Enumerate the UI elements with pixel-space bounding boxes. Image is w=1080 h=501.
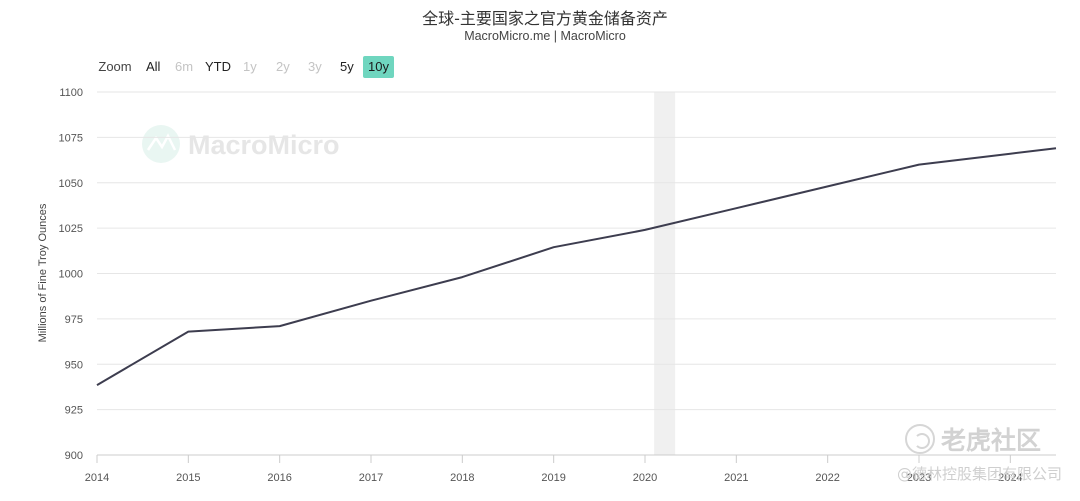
y-tick-label: 1025: [59, 223, 83, 235]
y-axis-label: Millions of Fine Troy Ounces: [37, 203, 49, 342]
range-button-1y[interactable]: 1y: [243, 59, 257, 74]
tiger-logo-icon: [905, 424, 935, 454]
y-tick-label: 1050: [59, 178, 83, 190]
tiger-community-watermark: 老虎社区: [905, 422, 1065, 456]
range-button-3y[interactable]: 3y: [308, 59, 322, 74]
macromicro-watermark-text: MacroMicro: [188, 130, 340, 160]
range-button-10y[interactable]: 10y: [363, 56, 394, 78]
chart-subtitle: MacroMicro.me | MacroMicro: [464, 29, 626, 43]
credit-watermark: @德林控股集团有限公司: [896, 465, 1062, 483]
x-tick-label: 2017: [359, 472, 383, 484]
x-tick-label: 2020: [633, 472, 657, 484]
x-tick-label: 2022: [815, 472, 839, 484]
series-line[interactable]: [96, 147, 1057, 386]
y-tick-label: 1100: [59, 87, 83, 99]
range-button-6m[interactable]: 6m: [175, 59, 194, 74]
y-tick-label: 925: [65, 405, 83, 417]
range-button-ytd[interactable]: YTD: [205, 59, 231, 74]
y-tick-label: 1075: [59, 132, 83, 144]
tiger-watermark-text: 老虎社区: [941, 426, 1042, 455]
chart-title: 全球-主要国家之官方黄金储备资产: [422, 9, 668, 28]
range-button-2y[interactable]: 2y: [276, 59, 290, 74]
y-tick-label: 1000: [59, 269, 83, 281]
range-button-5y[interactable]: 5y: [340, 59, 354, 74]
x-tick-label: 2014: [85, 472, 109, 484]
zoom-label: Zoom: [98, 59, 132, 74]
macromicro-logo-mark: [146, 133, 177, 151]
x-tick-label: 2016: [267, 472, 291, 484]
macromicro-watermark: MacroMicro: [142, 125, 340, 163]
x-tick-label: 2024: [998, 472, 1022, 484]
y-tick-label: 975: [65, 314, 83, 326]
y-tick-label: 900: [65, 450, 83, 462]
range-button-all[interactable]: All: [146, 59, 161, 74]
x-tick-label: 2018: [450, 472, 474, 484]
y-tick-label: 950: [65, 359, 83, 371]
x-tick-label: 2021: [724, 472, 748, 484]
x-tick-label: 2019: [541, 472, 565, 484]
x-tick-label: 2015: [176, 472, 200, 484]
x-tick-label: 2023: [907, 472, 931, 484]
